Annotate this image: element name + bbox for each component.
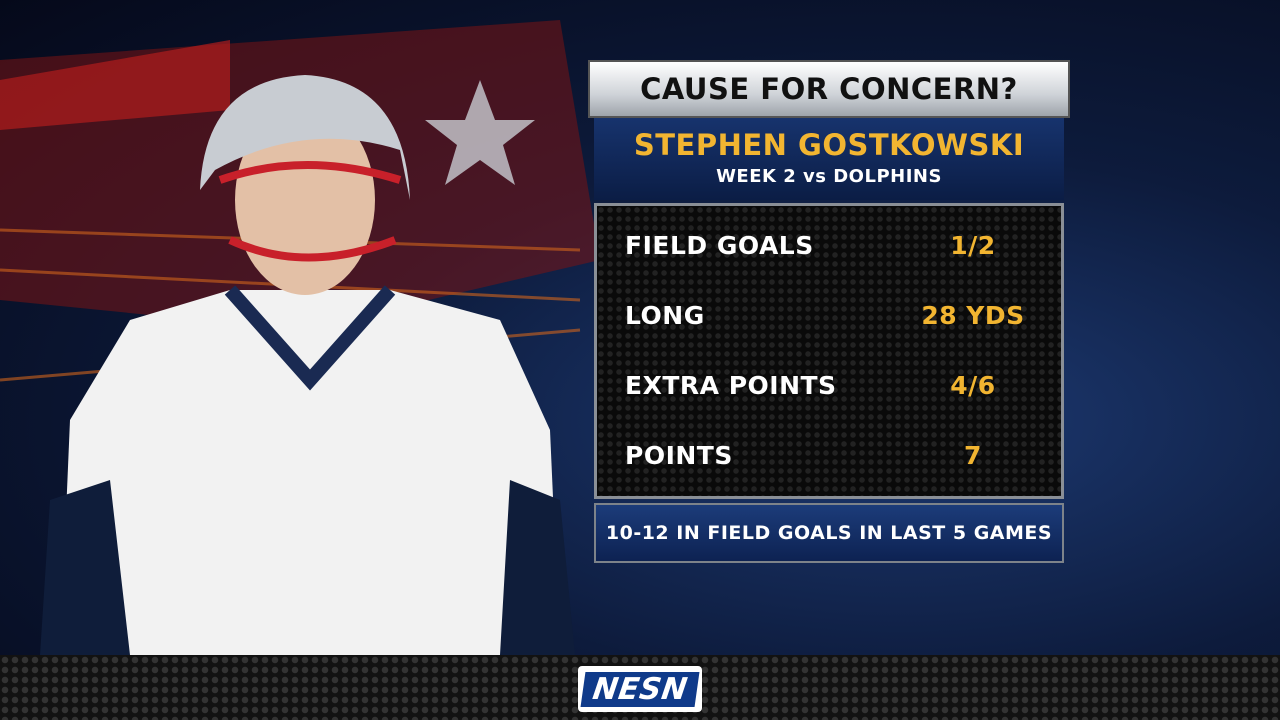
logo-text: NESN bbox=[580, 671, 700, 707]
footer-note: 10-12 IN FIELD GOALS IN LAST 5 GAMES bbox=[594, 503, 1064, 563]
player-jersey bbox=[60, 290, 560, 655]
stat-value: 4/6 bbox=[950, 370, 996, 400]
panel-title: CAUSE FOR CONCERN? bbox=[588, 60, 1070, 118]
player-sleeve bbox=[40, 480, 575, 655]
stat-label: FIELD GOALS bbox=[625, 230, 814, 260]
stat-value: 28 YDS bbox=[921, 300, 1025, 330]
stat-label: POINTS bbox=[625, 440, 733, 470]
player-helmet bbox=[200, 75, 410, 200]
stat-value: 1/2 bbox=[950, 230, 996, 260]
player-collar bbox=[224, 285, 396, 391]
stat-row: FIELD GOALS 1/2 bbox=[625, 225, 1033, 265]
player-facemask bbox=[218, 161, 402, 262]
stat-row: POINTS 7 bbox=[625, 435, 1033, 475]
player-face bbox=[235, 105, 375, 295]
stat-value: 7 bbox=[964, 440, 982, 470]
stat-panel: CAUSE FOR CONCERN? STEPHEN GOSTKOWSKI WE… bbox=[588, 60, 1070, 568]
stat-row: LONG 28 YDS bbox=[625, 295, 1033, 335]
stat-row: EXTRA POINTS 4/6 bbox=[625, 365, 1033, 405]
stat-label: LONG bbox=[625, 300, 705, 330]
name-band: STEPHEN GOSTKOWSKI WEEK 2 vs DOLPHINS bbox=[594, 118, 1064, 200]
network-logo: NESN bbox=[578, 666, 702, 712]
stats-box: FIELD GOALS 1/2 LONG 28 YDS EXTRA POINTS 4/6 P… bbox=[594, 203, 1064, 499]
logo-stripe bbox=[0, 40, 230, 130]
stat-label: EXTRA POINTS bbox=[625, 370, 837, 400]
game-subtitle: WEEK 2 vs DOLPHINS bbox=[716, 166, 942, 187]
player-name: STEPHEN GOSTKOWSKI bbox=[633, 128, 1025, 162]
logo-star bbox=[425, 80, 535, 185]
